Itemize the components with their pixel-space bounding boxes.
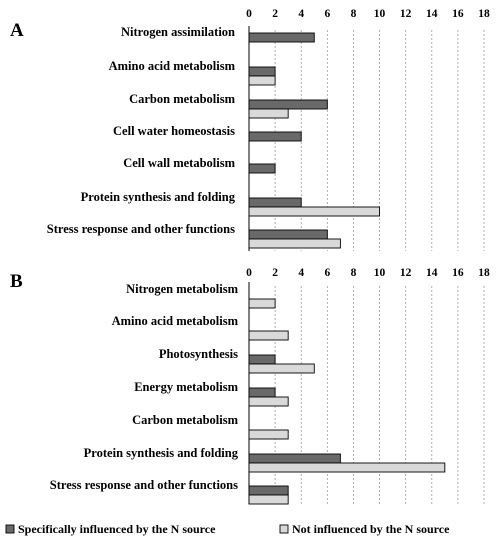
panel-a-tick-label: 0: [246, 8, 252, 20]
panel-a-bar-carbon-metabolism-series-2: [248, 108, 289, 119]
panel-b-tick-label: 14: [426, 267, 438, 279]
panel-a-category-cell-wall-metabolism: Cell wall metabolism: [123, 156, 235, 170]
panel-b-tick-label: 6: [324, 267, 330, 279]
panel-a-bar-protein-synthesis-and-folding-series-2: [248, 206, 381, 217]
panel-b-tick-label: 0: [246, 267, 252, 279]
panel-b-tick-label: 8: [351, 267, 357, 279]
panel-a-tick-label: 6: [324, 8, 330, 20]
panel-b-bar-protein-synthesis-and-folding-series-1: [248, 453, 341, 464]
panel-b-bar-energy-metabolism-series-2: [248, 396, 289, 407]
panel-a-category-nitrogen-assimilation: Nitrogen assimilation: [121, 25, 235, 39]
panel-a-tick-label: 14: [426, 8, 438, 20]
panel-b-category-protein-synthesis-and-folding: Protein synthesis and folding: [84, 446, 239, 460]
panel-b-tick-label: 2: [272, 267, 278, 279]
panel-a-tick-label: 12: [400, 8, 412, 20]
panel-b-category-carbon-metabolism: Carbon metabolism: [132, 413, 238, 427]
panel-a-bar-amino-acid-metabolism-series-1: [248, 66, 276, 77]
panel-b-tick-label: 4: [298, 267, 304, 279]
legend-swatch-2: [279, 524, 289, 534]
panel-a-bar-nitrogen-assimilation-series-1: [248, 32, 315, 43]
panel-a-tick-label: 18: [478, 8, 490, 20]
panel-b-category-amino-acid-metabolism: Amino acid metabolism: [112, 314, 239, 328]
panel-b-label: B: [10, 271, 23, 292]
panel-b-tick-label: 16: [452, 267, 464, 279]
panel-b-bar-stress-response-and-other-functions-series-2: [248, 494, 289, 505]
panel-a-bar-cell-wall-metabolism-series-1: [248, 163, 276, 174]
panel-a-bar-amino-acid-metabolism-series-2: [248, 75, 276, 86]
panel-a-tick-label: 2: [272, 8, 278, 20]
panel-b-bar-photosynthesis-series-1: [248, 354, 276, 365]
panel-a-category-carbon-metabolism: Carbon metabolism: [129, 92, 235, 106]
panel-b-category-stress-response-and-other-functions: Stress response and other functions: [50, 478, 238, 492]
panel-a-label: A: [10, 20, 24, 41]
panel-b-bar-protein-synthesis-and-folding-series-2: [248, 462, 446, 473]
panel-b-category-nitrogen-metabolism: Nitrogen metabolism: [126, 282, 238, 296]
panel-a-bar-stress-response-and-other-functions-series-1: [248, 229, 328, 240]
panel-b-bar-energy-metabolism-series-1: [248, 387, 276, 398]
panel-a-bar-carbon-metabolism-series-1: [248, 99, 328, 110]
panel-a-category-protein-synthesis-and-folding: Protein synthesis and folding: [81, 190, 236, 204]
panel-a-category-amino-acid-metabolism: Amino acid metabolism: [109, 59, 236, 73]
panel-b-bar-nitrogen-metabolism-series-2: [248, 298, 276, 309]
legend-label-2: Not influenced by the N source: [292, 522, 450, 536]
panel-a-bar-protein-synthesis-and-folding-series-1: [248, 197, 302, 208]
panel-a-bar-cell-water-homeostasis-series-1: [248, 131, 302, 142]
legend-label-1: Specifically influenced by the N source: [18, 522, 216, 536]
panel-a-category-stress-response-and-other-functions: Stress response and other functions: [47, 222, 235, 236]
panel-b-category-photosynthesis: Photosynthesis: [159, 347, 238, 361]
panel-b-bar-carbon-metabolism-series-2: [248, 429, 289, 440]
panel-a-tick-label: 4: [298, 8, 304, 20]
panel-a-tick-label: 16: [452, 8, 464, 20]
panel-b-tick-label: 18: [478, 267, 490, 279]
panel-b-tick-label: 10: [374, 267, 386, 279]
panel-a-category-cell-water-homeostasis: Cell water homeostasis: [113, 124, 235, 138]
panel-b-tick-label: 12: [400, 267, 412, 279]
panel-b-category-energy-metabolism: Energy metabolism: [134, 380, 238, 394]
panel-b-bar-photosynthesis-series-2: [248, 363, 315, 374]
panel-a-tick-label: 10: [374, 8, 386, 20]
panel-a-bar-stress-response-and-other-functions-series-2: [248, 238, 341, 249]
legend-swatch-1: [5, 524, 15, 534]
panel-a-tick-label: 8: [351, 8, 357, 20]
panel-b-bar-stress-response-and-other-functions-series-1: [248, 485, 289, 496]
panel-b-bar-amino-acid-metabolism-series-2: [248, 330, 289, 341]
